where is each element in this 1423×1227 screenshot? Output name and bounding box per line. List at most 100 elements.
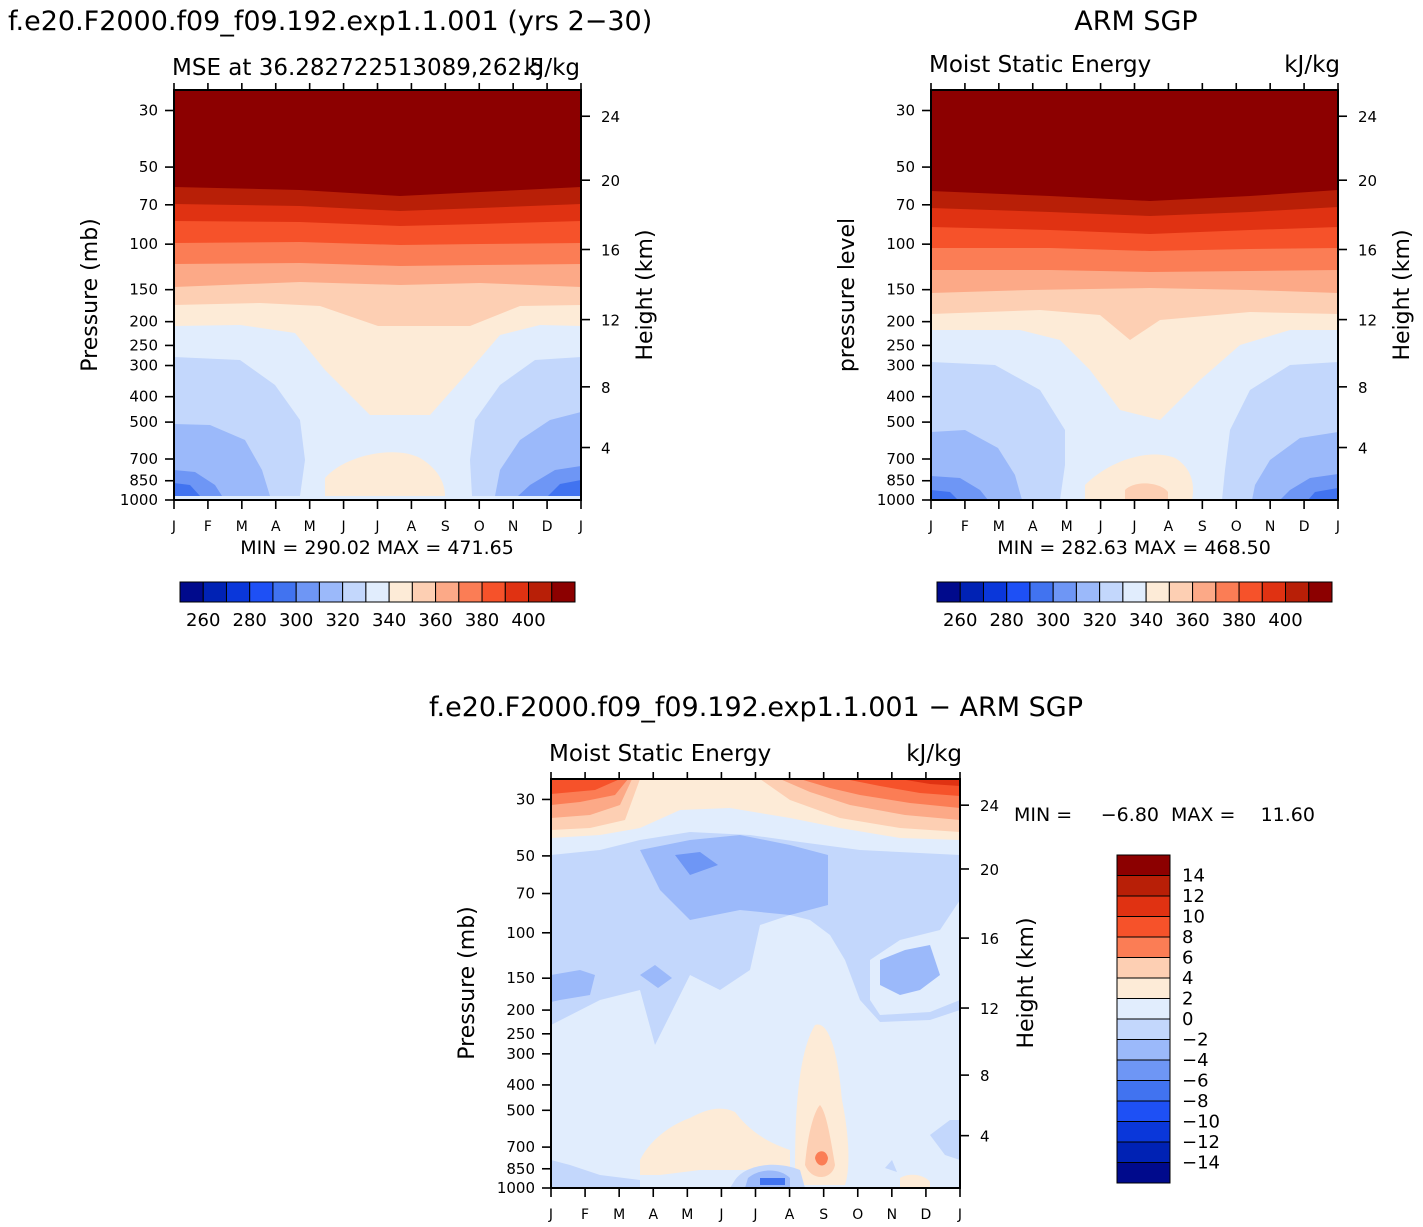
- month-tick-label: N: [1265, 519, 1275, 535]
- colorbar-label: 280: [990, 610, 1024, 631]
- pressure-tick-label: 50: [139, 158, 158, 176]
- pressure-tick-label: 500: [129, 413, 158, 431]
- colorbar-swatch: [1122, 581, 1147, 603]
- colorbar-swatch: [1116, 936, 1171, 958]
- pressure-tick-label: 200: [129, 313, 158, 331]
- month-tick-label: N: [887, 1207, 897, 1223]
- panel-model-title: f.e20.F2000.f09_f09.192.exp1.1.001 (yrs …: [8, 6, 652, 37]
- colorbar-label: 360: [1175, 610, 1209, 631]
- pressure-tick-label: 150: [886, 281, 915, 299]
- pressure-tick-label: 300: [506, 1045, 535, 1063]
- pressure-tick-label: 850: [129, 472, 158, 490]
- colorbar-label: −4: [1182, 1050, 1209, 1071]
- month-tick-label: M: [681, 1207, 693, 1223]
- panel-obs-ylabel-right: Height (km): [1390, 229, 1415, 360]
- month-tick-label: M: [1061, 519, 1073, 535]
- month-tick-label: F: [961, 519, 969, 535]
- pressure-tick-label: 300: [129, 357, 158, 375]
- panel-model: f.e20.F2000.f09_f09.192.exp1.1.001 (yrs …: [8, 6, 658, 631]
- pressure-tick-label: 700: [129, 450, 158, 468]
- panel-model-plot: [173, 89, 582, 501]
- colorbar-label: 300: [1036, 610, 1070, 631]
- month-tick-label: J: [1335, 519, 1340, 535]
- panel-model-units: kJ/kg: [524, 55, 580, 81]
- colorbar-swatch: [1116, 1100, 1171, 1122]
- colorbar-label: 12: [1182, 886, 1205, 907]
- panel-obs-colorbar: 260 280 300 320 340 360 380 400: [936, 581, 1333, 631]
- panel-model-minmax: MIN = 290.02 MAX = 471.65: [240, 537, 514, 559]
- contour-band: [640, 1108, 790, 1175]
- panel-obs-units: kJ/kg: [1284, 52, 1340, 78]
- month-tick-label: J: [957, 1207, 962, 1223]
- colorbar-swatch: [225, 581, 251, 603]
- colorbar-swatch: [458, 581, 483, 603]
- panel-obs-plot: [930, 89, 1339, 501]
- colorbar-swatch: [272, 581, 297, 603]
- month-tick-label: A: [1164, 519, 1174, 535]
- panel-diff-plot: [550, 778, 961, 1189]
- contour-band: [675, 852, 718, 875]
- month-tick-label: J: [548, 1207, 553, 1223]
- colorbar-label: −12: [1182, 1132, 1220, 1153]
- colorbar-swatch: [1116, 957, 1171, 979]
- month-tick-label: J: [718, 1207, 723, 1223]
- colorbar-label: 8: [1182, 927, 1193, 948]
- colorbar-swatch: [1261, 581, 1287, 603]
- colorbar-swatch: [1145, 581, 1170, 603]
- colorbar-swatch: [1116, 875, 1171, 897]
- panel-diff: f.e20.F2000.f09_f09.192.exp1.1.001 − ARM…: [429, 692, 1315, 1223]
- contour-band: [1308, 488, 1338, 500]
- colorbar-swatch: [411, 581, 437, 603]
- month-tick-label: A: [271, 519, 281, 535]
- pressure-tick-label: 150: [506, 969, 535, 987]
- pressure-tick-label: 500: [886, 413, 915, 431]
- panel-model-ylabel: Pressure (mb): [78, 218, 103, 372]
- colorbar-swatch: [1006, 581, 1031, 603]
- month-tick-label: J: [341, 519, 346, 535]
- colorbar-label: 400: [1268, 610, 1302, 631]
- pressure-tick-label: 200: [886, 313, 915, 331]
- colorbar-label: 14: [1182, 866, 1205, 887]
- pressure-tick-label: 100: [129, 235, 158, 253]
- colorbar-swatch: [435, 581, 460, 603]
- panel-model-colorbar: 260 280 300 320 340 360 380 400: [179, 581, 576, 631]
- colorbar-swatch: [1116, 1141, 1171, 1163]
- colorbar-label: 340: [1129, 610, 1163, 631]
- month-tick-label: A: [648, 1207, 658, 1223]
- contour-band: [815, 1151, 828, 1166]
- pressure-tick-label: 50: [516, 847, 535, 865]
- colorbar-swatch: [1116, 1059, 1171, 1081]
- colorbar-swatch: [202, 581, 227, 603]
- pressure-tick-label: 200: [506, 1001, 535, 1019]
- colorbar-swatch: [1116, 998, 1171, 1020]
- month-tick-label: M: [236, 519, 248, 535]
- panel-obs-ylabel: pressure level: [835, 218, 860, 372]
- height-tick-label: 20: [601, 172, 620, 190]
- month-tick-label: A: [785, 1207, 795, 1223]
- colorbar-swatch: [342, 581, 367, 603]
- colorbar-label: 2: [1182, 989, 1193, 1010]
- colorbar-label: −10: [1182, 1112, 1220, 1133]
- colorbar-label: 280: [233, 610, 267, 631]
- colorbar-swatch: [1116, 1121, 1171, 1143]
- month-tick-label: D: [542, 519, 553, 535]
- colorbar-swatch: [1308, 581, 1333, 603]
- colorbar-label: −8: [1182, 1091, 1209, 1112]
- contour-band: [930, 1120, 960, 1160]
- month-tick-label: J: [171, 519, 176, 535]
- colorbar-swatch: [481, 581, 506, 603]
- pressure-tick-label: 30: [516, 790, 535, 808]
- height-tick-label: 20: [1358, 172, 1377, 190]
- contour-band: [1085, 454, 1194, 500]
- colorbar-swatch: [1238, 581, 1263, 603]
- pressure-tick-label: 100: [506, 924, 535, 942]
- colorbar-swatch: [365, 581, 390, 603]
- month-tick-label: S: [441, 519, 450, 535]
- contour-band: [551, 779, 620, 794]
- height-tick-label: 12: [980, 1000, 999, 1018]
